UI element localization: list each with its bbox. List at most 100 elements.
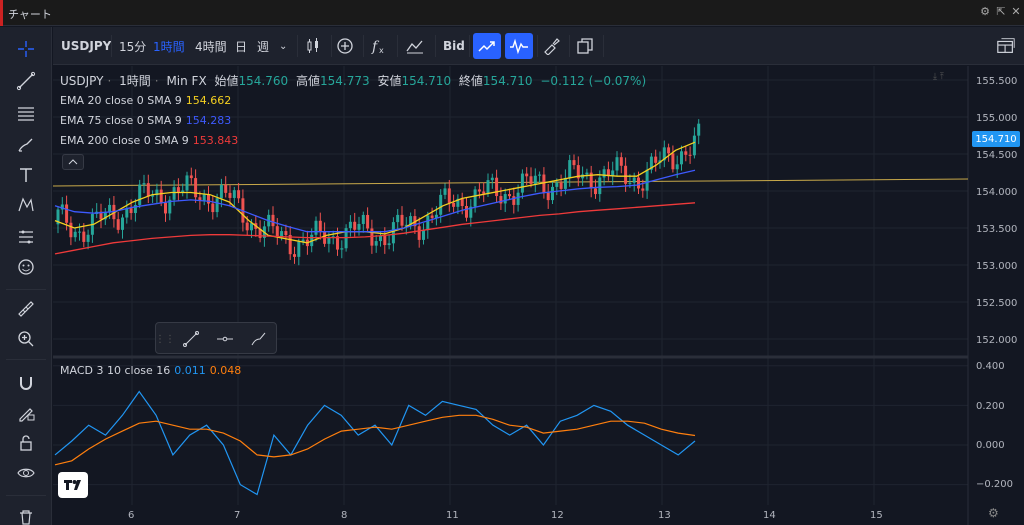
ema20-label: EMA 20 close 0 SMA 9 [60, 94, 182, 107]
candle-body [319, 221, 322, 231]
candle-body [293, 254, 296, 257]
high-value: 154.773 [320, 74, 370, 88]
ema200-legend[interactable]: EMA 200 close 0 SMA 9 153.843 [60, 134, 242, 147]
candle-body [194, 178, 197, 197]
candle-body [211, 204, 214, 213]
candle-body [396, 215, 399, 222]
candle-body [426, 216, 429, 230]
candle-body [616, 157, 619, 170]
candle-body [392, 222, 395, 243]
candle-body [422, 230, 425, 240]
horizontal-line-tool-icon[interactable] [212, 327, 238, 351]
time-tick: 14 [763, 510, 776, 521]
candle-body [327, 238, 330, 244]
time-tick: 7 [234, 510, 240, 521]
axis-settings-gear-icon[interactable]: ⚙ [988, 506, 999, 520]
ema20-legend[interactable]: EMA 20 close 0 SMA 9 154.662 [60, 94, 235, 107]
candle-body [383, 235, 386, 245]
candle-body [125, 208, 128, 217]
floating-drawing-toolbar: ⋮⋮ [155, 322, 277, 354]
macd-line [55, 392, 695, 495]
candle-body [246, 223, 249, 231]
candle-body [130, 208, 133, 213]
candle-body [65, 204, 68, 222]
candle-body [366, 215, 369, 229]
candle-body [594, 188, 597, 194]
candle-body [525, 174, 528, 177]
candle-body [530, 176, 533, 184]
candle-body [547, 193, 550, 200]
candle-body [207, 195, 210, 204]
candle-body [474, 189, 477, 206]
candle-body [147, 183, 150, 196]
price-tick: 152.000 [976, 335, 1017, 346]
candle-body [401, 215, 404, 226]
candle-body [284, 231, 287, 235]
price-tick: 152.500 [976, 298, 1017, 309]
ema20-value: 154.662 [186, 94, 232, 107]
candle-body [173, 187, 176, 200]
candle-body [108, 205, 111, 212]
candle-body [461, 199, 464, 206]
change-value: −0.112 (−0.07%) [540, 74, 646, 88]
candle-body [164, 203, 167, 214]
candle-body [315, 221, 318, 235]
candle-body [160, 190, 163, 203]
candle-body [444, 188, 447, 194]
trendline-tool-icon[interactable] [178, 327, 204, 351]
low-value: 154.710 [401, 74, 451, 88]
open-label: 始値 [215, 74, 239, 88]
candle-body [624, 166, 627, 184]
candle-body [487, 180, 490, 194]
candle-body [349, 222, 352, 228]
candle-body [418, 226, 421, 240]
time-tick: 13 [658, 510, 671, 521]
candle-body [272, 215, 275, 226]
candle-body [585, 173, 588, 175]
legend-symbol: USDJPY [60, 74, 103, 88]
ema200-value: 153.843 [193, 134, 239, 147]
candle-body [448, 188, 451, 202]
candle-body [598, 177, 601, 194]
collapse-legend-chevron-up-icon[interactable] [62, 154, 84, 170]
close-value: 154.710 [483, 74, 533, 88]
candle-body [521, 174, 524, 193]
candle-body [190, 175, 193, 178]
candle-body [431, 216, 434, 218]
candle-body [216, 198, 219, 212]
ema200-label: EMA 200 close 0 SMA 9 [60, 134, 189, 147]
macd-label: MACD 3 10 close 16 [60, 364, 170, 377]
candle-body [676, 164, 679, 169]
candle-body [233, 190, 236, 198]
price-tick: 153.000 [976, 261, 1017, 272]
candle-body [555, 183, 558, 187]
candle-body [297, 242, 300, 257]
candle-body [117, 219, 120, 230]
candle-body [336, 236, 339, 249]
candle-body [633, 178, 636, 183]
ema75-legend[interactable]: EMA 75 close 0 SMA 9 154.283 [60, 114, 235, 127]
candle-body [121, 218, 124, 230]
candle-body [87, 235, 90, 242]
candle-body [465, 206, 468, 218]
drag-handle-icon[interactable]: ⋮⋮ [158, 327, 172, 351]
candle-body [517, 193, 520, 205]
candle-body [689, 155, 692, 156]
time-tick: 11 [446, 510, 459, 521]
candle-body [78, 232, 81, 233]
brush-tool-icon[interactable] [246, 327, 272, 351]
high-label: 高値 [296, 74, 320, 88]
macd-legend[interactable]: MACD 3 10 close 16 0.011 0.048 [60, 364, 245, 377]
price-tick: 155.000 [976, 113, 1017, 124]
candle-body [340, 248, 343, 249]
candle-body [667, 147, 670, 153]
current-price-label: 154.710 [972, 131, 1020, 147]
chart-grid [53, 66, 968, 505]
candle-body [220, 185, 223, 198]
close-label: 終値 [459, 74, 483, 88]
candle-body [452, 203, 455, 207]
candle-body [358, 224, 361, 230]
tradingview-logo [58, 472, 88, 498]
macd-signal-value: 0.048 [210, 364, 242, 377]
macd-tick: 0.200 [976, 401, 1005, 412]
